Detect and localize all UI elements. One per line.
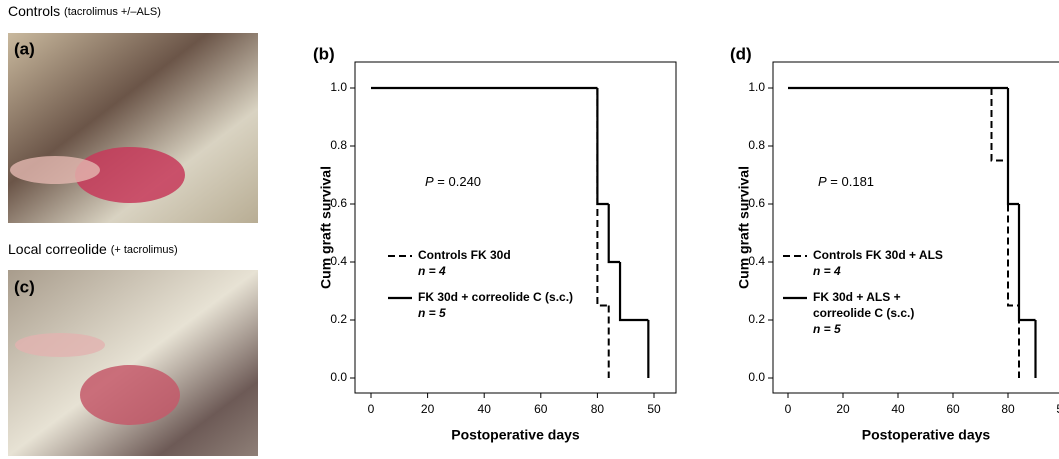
panel-label: (d) bbox=[730, 44, 752, 63]
y-axis-label: Cum graft survival bbox=[736, 166, 752, 289]
x-tick-label: 60 bbox=[534, 402, 548, 416]
y-tick-label: 0.4 bbox=[330, 254, 347, 268]
legend-n: n = 4 bbox=[813, 264, 841, 278]
survival-step bbox=[1006, 88, 1019, 206]
survival-step bbox=[1017, 204, 1036, 322]
y-tick-label: 1.0 bbox=[748, 80, 765, 94]
caption: Local correolide (+ tacrolimus) bbox=[8, 241, 178, 257]
y-tick-label: 1.0 bbox=[330, 80, 347, 94]
x-tick-label: 0 bbox=[785, 402, 792, 416]
plot-frame bbox=[354, 61, 677, 394]
plot-frame bbox=[772, 61, 1059, 394]
x-tick-label: 80 bbox=[1001, 402, 1015, 416]
caption-detail: (tacrolimus +/–ALS) bbox=[64, 6, 161, 18]
photo-c bbox=[8, 270, 258, 456]
x-tick-label: 40 bbox=[478, 402, 492, 416]
p-value: P = 0.181 bbox=[818, 174, 874, 189]
panel-label: (a) bbox=[14, 39, 35, 58]
survival-step bbox=[607, 204, 621, 264]
caption: Controls (tacrolimus +/–ALS) bbox=[8, 3, 161, 19]
legend-n: n = 4 bbox=[418, 264, 446, 278]
legend-label: Controls FK 30d bbox=[418, 248, 511, 262]
survival-step bbox=[596, 88, 609, 206]
p-symbol: P bbox=[425, 174, 434, 189]
y-tick-label: 0.2 bbox=[748, 312, 765, 326]
y-tick-label: 0.0 bbox=[748, 370, 765, 384]
survival-step bbox=[618, 262, 649, 322]
y-tick-label: 0.8 bbox=[330, 138, 347, 152]
survival-step bbox=[990, 88, 1008, 162]
panel-label: (c) bbox=[14, 277, 35, 296]
x-axis-label: Postoperative days bbox=[451, 427, 580, 443]
x-tick-label: 20 bbox=[836, 402, 850, 416]
photo-detail bbox=[80, 365, 180, 425]
y-tick-label: 0.6 bbox=[748, 196, 765, 210]
x-tick-label: 20 bbox=[421, 402, 435, 416]
caption-main: Local correolide bbox=[8, 241, 107, 257]
legend-label: FK 30d + ALS + bbox=[813, 290, 901, 304]
x-tick-label: 80 bbox=[591, 402, 605, 416]
photo bbox=[8, 270, 258, 456]
survival-step bbox=[1007, 160, 1019, 307]
caption-main: Controls bbox=[8, 3, 60, 19]
p-symbol: P bbox=[818, 174, 827, 189]
x-tick-label: 40 bbox=[891, 402, 905, 416]
survival-step bbox=[596, 88, 609, 307]
legend-label: FK 30d + correolide C (s.c.) bbox=[418, 290, 573, 304]
x-tick-label: 0 bbox=[368, 402, 375, 416]
photo-a bbox=[8, 33, 258, 223]
legend-label: correolide C (s.c.) bbox=[813, 306, 914, 320]
y-tick-label: 0.4 bbox=[748, 254, 765, 268]
p-text: = 0.240 bbox=[437, 174, 481, 189]
y-tick-label: 0.6 bbox=[330, 196, 347, 210]
legend-n: n = 5 bbox=[813, 322, 841, 336]
legend-n: n = 5 bbox=[418, 306, 446, 320]
x-tick-label: 50 bbox=[647, 402, 661, 416]
photo-detail bbox=[15, 333, 105, 357]
legend-label: Controls FK 30d + ALS bbox=[813, 248, 943, 262]
y-tick-label: 0.8 bbox=[748, 138, 765, 152]
y-tick-label: 0.2 bbox=[330, 312, 347, 326]
x-tick-label: 50 bbox=[1056, 402, 1059, 416]
photo-detail bbox=[75, 147, 185, 203]
caption-detail: (+ tacrolimus) bbox=[111, 244, 178, 256]
panel-label: (b) bbox=[313, 44, 335, 63]
x-axis-label: Postoperative days bbox=[862, 427, 991, 443]
y-tick-label: 0.0 bbox=[330, 370, 347, 384]
x-tick-label: 60 bbox=[946, 402, 960, 416]
p-text: = 0.181 bbox=[830, 174, 874, 189]
p-value: P = 0.240 bbox=[425, 174, 481, 189]
y-axis-label: Cum graft survival bbox=[318, 166, 334, 289]
photo-detail bbox=[10, 156, 100, 184]
